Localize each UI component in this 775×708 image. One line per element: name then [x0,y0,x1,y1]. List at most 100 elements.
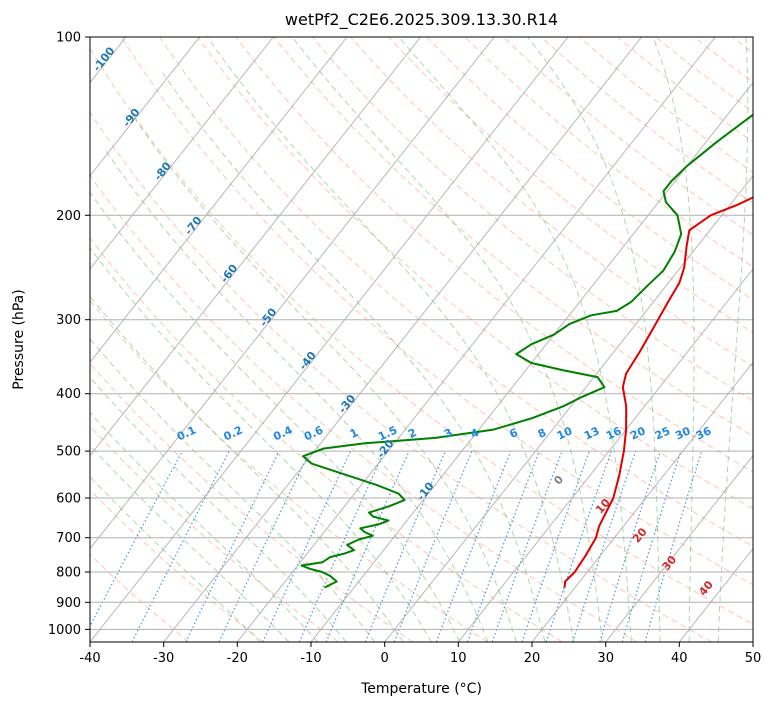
mixing-ratio-line [435,450,512,642]
mixing-ratio-label: 6 [507,426,520,441]
y-tick-label: 700 [56,531,81,546]
dry-adiabat-line [90,554,190,642]
mixing-ratio-line [644,450,703,642]
mixing-ratio-label: 13 [582,424,601,442]
dry-adiabat-line [90,111,712,642]
isotherm-line [90,37,569,642]
x-tick-label: 10 [450,651,467,666]
moist-adiabat-line [527,37,661,642]
moist-adiabat-line [90,247,432,642]
mixing-ratio-label: 0.1 [175,423,198,443]
mixing-ratio-line [521,450,590,642]
isopleth-labels: -100-90-80-70-60-50-40-30-20-100.1 0.2 0.4… [90,44,716,598]
dry-adiabat-line [90,47,753,625]
isotherm-line [310,81,753,642]
x-tick-label: 0 [381,651,389,666]
moist-adiabat-line [207,37,575,642]
isotherm-line [752,641,753,642]
mixing-ratio-label: 20 [628,424,648,442]
mixing-ratio-line [218,450,311,642]
isotherm-line [384,174,753,642]
x-tick-label: 20 [524,651,541,666]
isotherm-line [236,37,716,642]
mixing-ratio-line [621,450,682,642]
isotherm-label: -10 [414,479,437,503]
temperature-profile [563,196,753,588]
dry-adiabat-line [90,299,488,642]
moist-adiabat-line [90,295,404,642]
y-tick-label: 100 [56,31,81,46]
isotherm-label: -30 [336,392,359,416]
dry-adiabat-line [90,237,563,642]
mixing-ratio-line [325,450,410,642]
isotherm-line [90,37,200,177]
moist-adiabat-line [652,37,695,642]
mixing-ratio-label: 0.6 [302,423,325,443]
mixing-ratio-label: 0.2 [222,423,245,443]
mixing-ratio-line [262,450,352,642]
dry-adiabat-line [90,425,339,642]
sounding-profiles [300,113,753,589]
y-tick-label: 200 [56,209,81,224]
x-tick-label: -10 [300,651,321,666]
isotherm-line [605,454,753,642]
isotherm-label: -60 [218,262,241,286]
isotherm-line [90,37,348,364]
moist-adiabat-line [90,376,347,642]
mixing-ratio-line [90,450,183,628]
mixing-ratio-line [364,450,446,642]
moist-adiabat-line [717,37,749,642]
moist-adiabat-label: 10 [593,496,613,516]
plot-frame [89,36,754,643]
isotherm-label: -50 [257,305,280,329]
pressure-gridlines [90,37,753,630]
moist-adiabat-line [90,191,461,642]
moist-adiabat-line [90,411,319,642]
x-tick-label: -40 [79,651,100,666]
dry-adiabat-line [273,37,753,437]
x-tick-label: 30 [597,651,614,666]
isotherm-line [90,37,495,550]
dry-adiabat-line [502,37,753,236]
dry-adiabat-line [90,489,264,642]
moist-adiabat-line [104,149,489,642]
y-tick-label: 600 [56,492,81,507]
isotherm-line [90,37,274,270]
isotherm-line [90,37,421,457]
chart-title: wetPf2_C2E6.2025.309.13.30.R14 [285,10,558,30]
moist-adiabat-label: 20 [630,525,650,545]
mixing-ratio-label: 1 [348,426,360,441]
isotherm-line [531,361,753,642]
mixing-ratio-line [572,450,637,642]
mixing-ratio-line [185,450,280,642]
dry-adiabat-line [388,37,753,334]
y-tick-label: 800 [56,566,81,581]
y-tick-label: 500 [56,445,81,460]
moist-adiabat-line [291,37,603,642]
dry-adiabat-line [464,37,753,268]
mixing-ratio-label: 36 [694,424,714,442]
mixing-ratio-label: 30 [673,424,693,442]
x-tick-label: -20 [227,651,248,666]
moist-adiabat-line [131,113,517,642]
y-axis-ticks: 1000 900 800 700 600 500 400 300 200 100 [48,31,90,638]
isotherm-label: -80 [151,159,174,183]
mixing-ratio-line [466,450,540,642]
moist-adiabat-line [90,338,376,642]
isotherm-label: -70 [182,214,205,238]
y-tick-label: 300 [56,313,81,328]
mixing-ratio-line [491,450,563,642]
dry-adiabat-line [121,37,753,586]
isotherm-label: -100 [90,44,117,74]
x-tick-label: -30 [153,651,174,666]
dry-adiabat-line [731,37,753,54]
dry-adiabat-line [770,37,775,642]
mixing-ratio-line [298,450,385,642]
background-lines [90,37,775,642]
moist-adiabat-line [90,444,290,642]
mixing-ratio-label: 25 [653,424,672,442]
dry-adiabat-line [159,37,753,547]
y-tick-label: 900 [56,596,81,611]
dewpoint-profile [300,113,753,589]
